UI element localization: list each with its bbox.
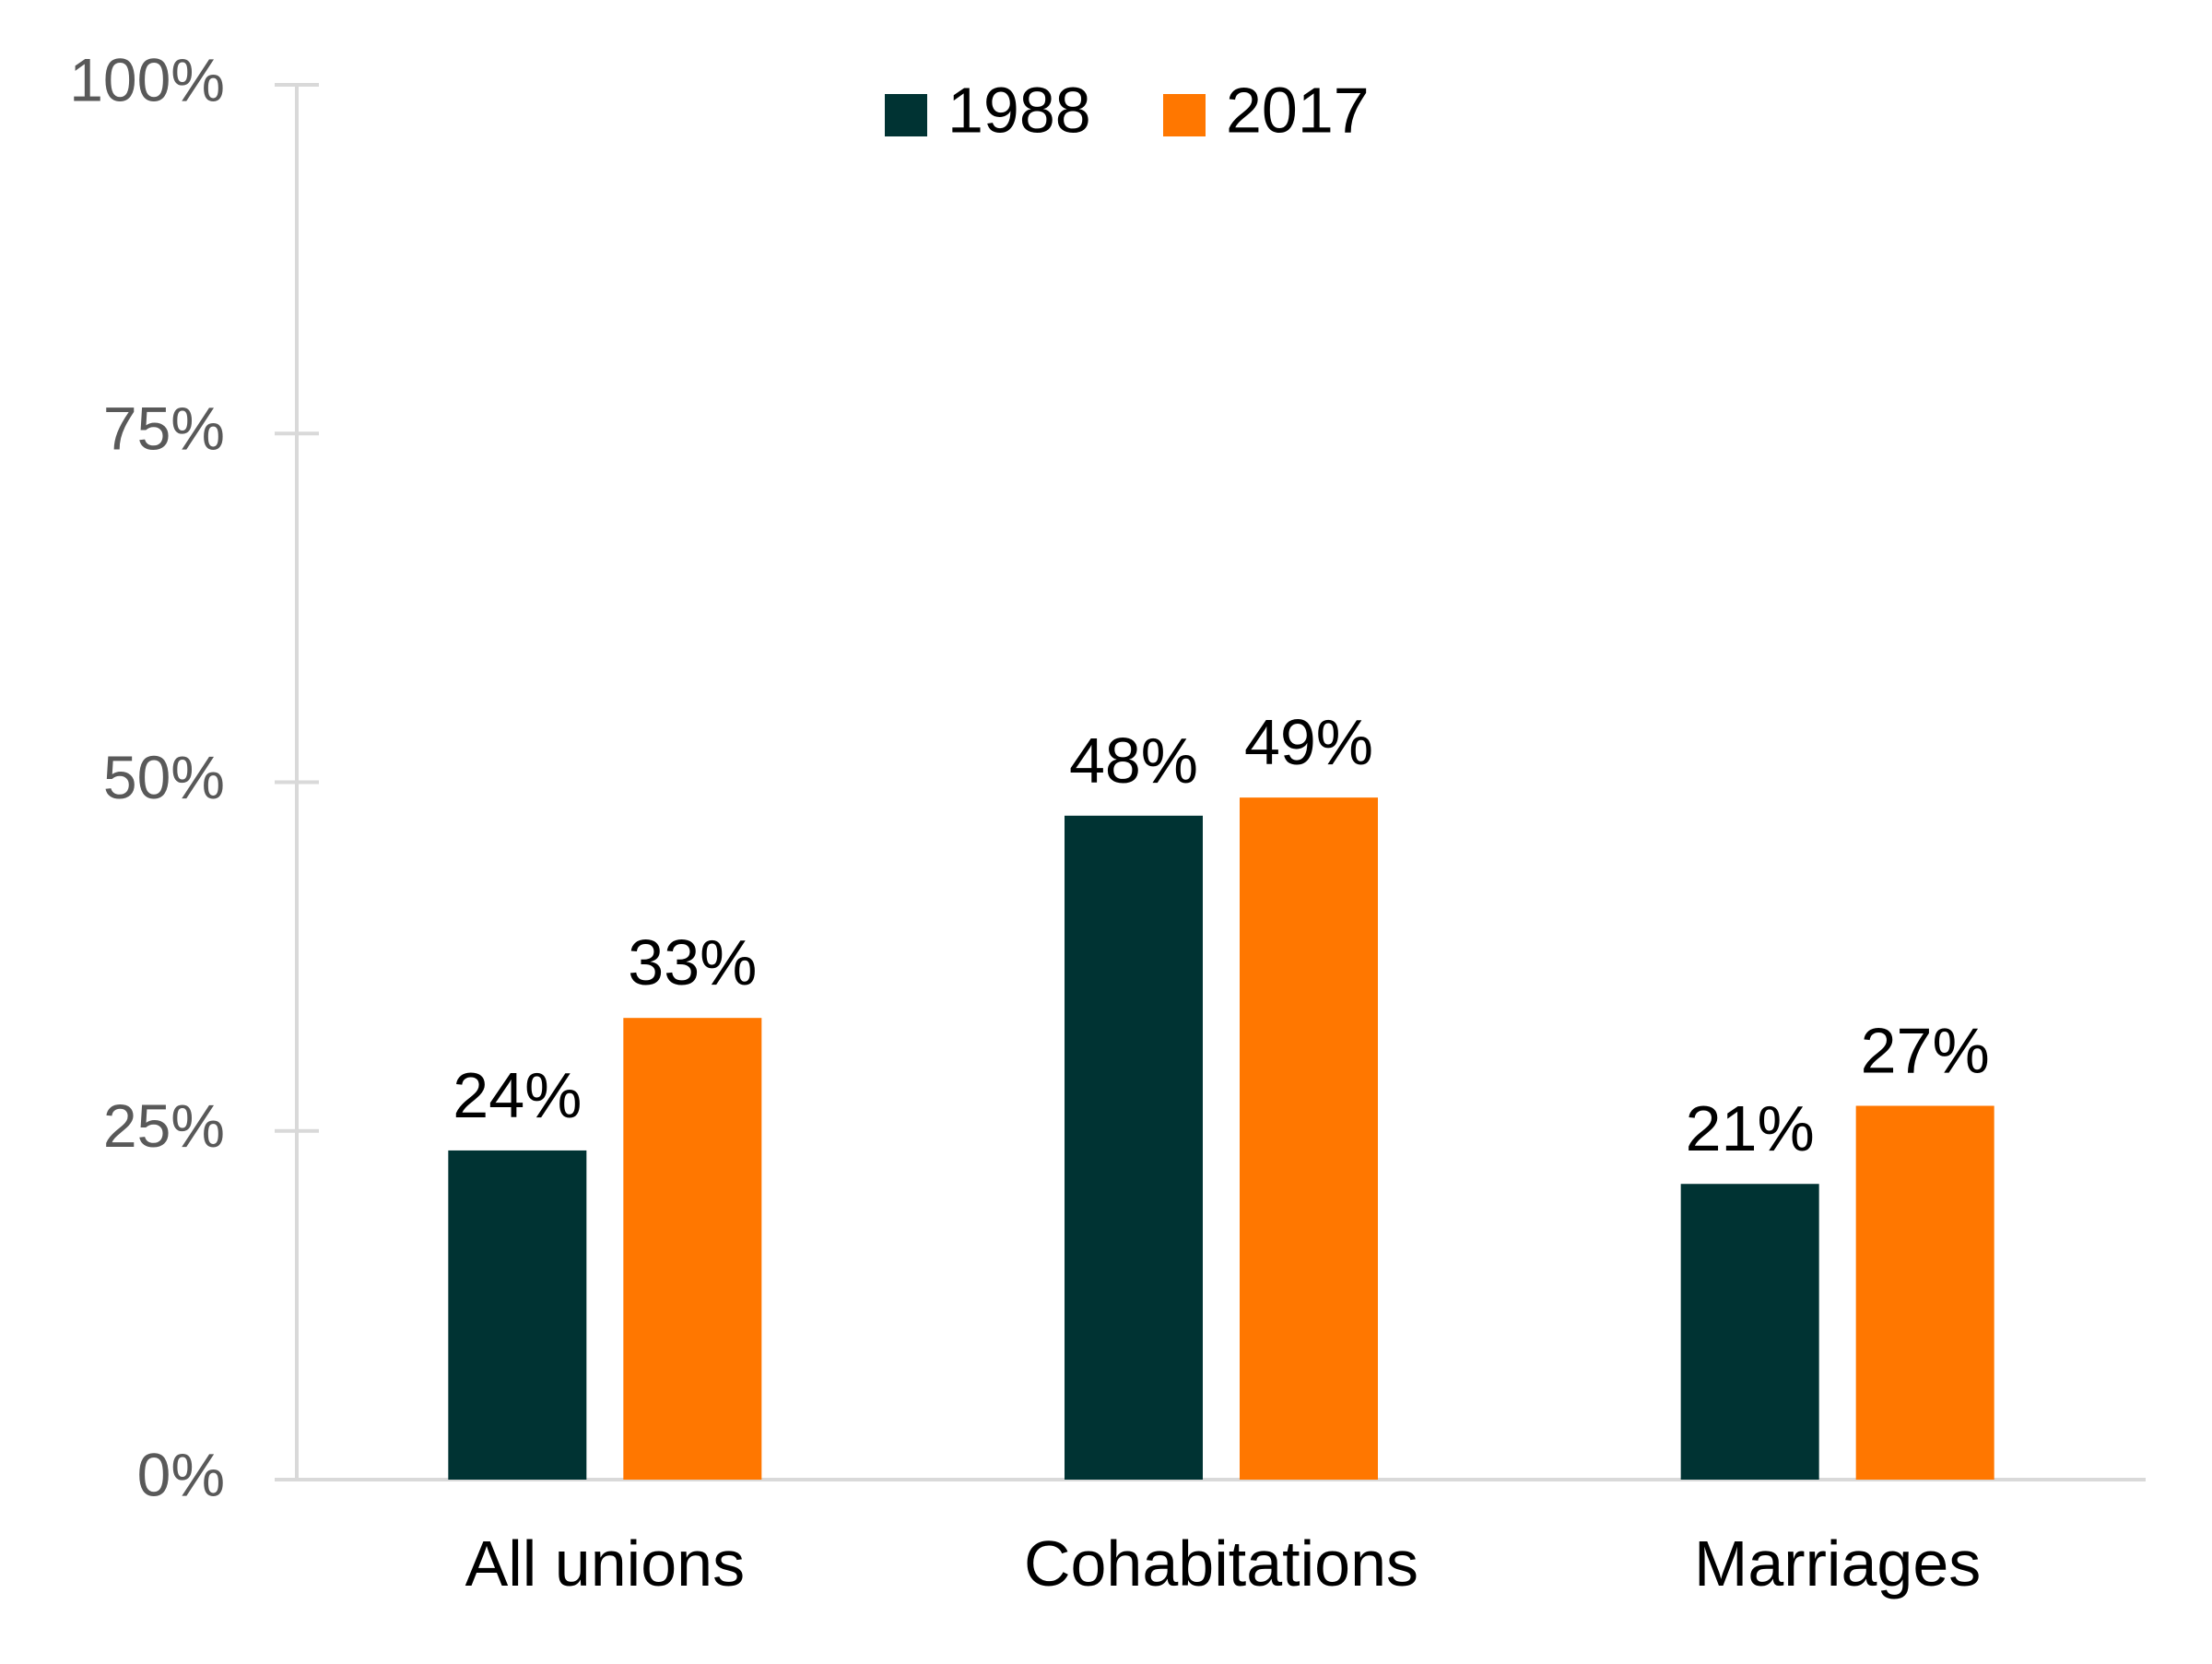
data-label-2017-marriages: 27% (1861, 1015, 1990, 1087)
data-label-2017-cohabitations: 49% (1244, 706, 1373, 778)
bar-1988-marriages (1680, 1184, 1819, 1480)
legend: 1988 2017 (885, 74, 1370, 146)
x-category-label: All unions (465, 1528, 746, 1599)
legend-label: 2017 (1226, 74, 1370, 146)
legend-swatch (1163, 94, 1206, 136)
y-tick-label: 50% (103, 743, 225, 811)
x-category-label: Cohabitations (1024, 1528, 1418, 1599)
data-label-1988-cohabitations: 48% (1069, 725, 1198, 797)
bars-layer (448, 797, 1994, 1480)
y-tick-label: 25% (103, 1092, 225, 1160)
x-category-label: Marriages (1694, 1528, 1981, 1599)
bar-2017-marriages (1855, 1105, 1994, 1480)
bar-2017-cohabitations (1240, 797, 1378, 1480)
data-label-2017-all-unions: 33% (628, 926, 757, 998)
data-labels-layer: 24% 33% 48% 49% 21% 27% (453, 706, 1989, 1164)
y-tick-label: 0% (137, 1440, 225, 1508)
legend-label: 1988 (947, 74, 1091, 146)
bar-2017-all-unions (623, 1018, 762, 1480)
data-label-1988-marriages: 21% (1686, 1092, 1815, 1164)
bar-1988-all-unions (448, 1150, 587, 1480)
legend-swatch (885, 94, 927, 136)
y-tick-label: 100% (69, 45, 225, 113)
legend-item-1988: 1988 (885, 74, 1091, 146)
legend-item-2017: 2017 (1163, 74, 1370, 146)
bar-1988-cohabitations (1065, 815, 1203, 1480)
y-tick-label: 75% (103, 395, 225, 463)
data-label-1988-all-unions: 24% (453, 1059, 582, 1131)
axis-layer: 0% 25% 50% 75% 100% All unions Cohabitations Ma… (69, 45, 2146, 1599)
